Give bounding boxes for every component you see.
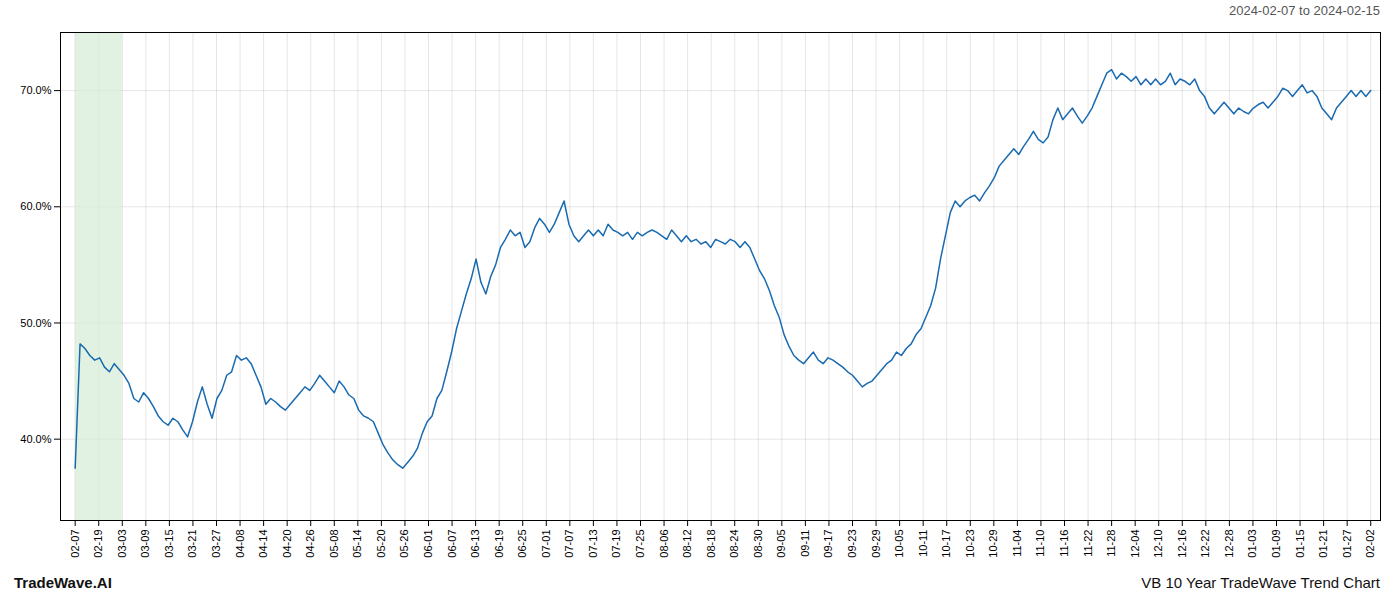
svg-text:01-03: 01-03 (1246, 530, 1258, 558)
svg-text:06-01: 06-01 (422, 530, 434, 558)
svg-text:04-26: 04-26 (304, 530, 316, 558)
svg-text:09-17: 09-17 (822, 530, 834, 558)
svg-text:11-16: 11-16 (1058, 530, 1070, 557)
svg-text:10-05: 10-05 (893, 530, 905, 558)
svg-text:06-13: 06-13 (469, 530, 481, 558)
svg-text:01-15: 01-15 (1294, 530, 1306, 558)
svg-text:08-18: 08-18 (705, 530, 717, 558)
svg-text:03-27: 03-27 (210, 530, 222, 558)
svg-text:08-12: 08-12 (681, 530, 693, 558)
svg-text:04-20: 04-20 (281, 530, 293, 558)
svg-text:10-11: 10-11 (917, 530, 929, 557)
svg-text:01-21: 01-21 (1317, 530, 1329, 558)
svg-text:02-19: 02-19 (92, 530, 104, 558)
svg-text:40.0%: 40.0% (20, 433, 51, 445)
svg-text:10-17: 10-17 (940, 530, 952, 558)
svg-text:11-10: 11-10 (1034, 530, 1046, 557)
svg-text:02-02: 02-02 (1364, 530, 1376, 558)
svg-text:05-14: 05-14 (351, 530, 363, 558)
svg-text:12-16: 12-16 (1176, 530, 1188, 558)
svg-text:03-15: 03-15 (163, 530, 175, 558)
svg-text:03-21: 03-21 (186, 530, 198, 558)
svg-text:07-25: 07-25 (634, 530, 646, 558)
svg-text:05-08: 05-08 (328, 530, 340, 558)
svg-text:01-27: 01-27 (1341, 530, 1353, 558)
svg-text:08-24: 08-24 (728, 530, 740, 558)
svg-text:11-22: 11-22 (1082, 530, 1094, 557)
svg-text:10-23: 10-23 (964, 530, 976, 558)
svg-text:50.0%: 50.0% (20, 316, 51, 328)
svg-text:60.0%: 60.0% (20, 200, 51, 212)
svg-text:08-06: 08-06 (658, 530, 670, 558)
svg-text:07-13: 07-13 (587, 530, 599, 558)
svg-text:04-08: 04-08 (234, 530, 246, 558)
svg-text:04-14: 04-14 (257, 530, 269, 558)
svg-text:12-10: 12-10 (1152, 530, 1164, 558)
svg-text:70.0%: 70.0% (20, 84, 51, 96)
svg-text:09-23: 09-23 (846, 530, 858, 558)
svg-text:03-03: 03-03 (116, 530, 128, 558)
svg-text:06-25: 06-25 (516, 530, 528, 558)
svg-text:02-07: 02-07 (69, 530, 81, 558)
svg-text:07-19: 07-19 (610, 530, 622, 558)
svg-text:06-19: 06-19 (493, 530, 505, 558)
svg-text:03-09: 03-09 (139, 530, 151, 558)
html-text:TradeWave.AI: TradeWave.AI (14, 574, 112, 591)
svg-text:09-05: 09-05 (775, 530, 787, 558)
svg-text:12-22: 12-22 (1199, 530, 1211, 558)
svg-text:11-28: 11-28 (1105, 530, 1117, 557)
svg-text:06-07: 06-07 (446, 530, 458, 558)
html-text:2024-02-07 to 2024-02-15: 2024-02-07 to 2024-02-15 (1228, 3, 1380, 18)
svg-text:05-20: 05-20 (375, 530, 387, 558)
html-text:VB 10 Year TradeWave Trend Cha: VB 10 Year TradeWave Trend Chart (1141, 574, 1380, 591)
svg-text:10-29: 10-29 (987, 530, 999, 558)
svg-text:12-04: 12-04 (1129, 530, 1141, 558)
svg-text:11-04: 11-04 (1011, 530, 1023, 557)
svg-text:09-29: 09-29 (870, 530, 882, 558)
svg-text:07-01: 07-01 (540, 530, 552, 558)
svg-text:07-07: 07-07 (563, 530, 575, 558)
svg-text:08-30: 08-30 (752, 530, 764, 558)
svg-text:01-09: 01-09 (1270, 530, 1282, 558)
svg-text:09-11: 09-11 (799, 530, 811, 557)
svg-text:05-26: 05-26 (398, 530, 410, 558)
svg-text:12-28: 12-28 (1223, 530, 1235, 558)
